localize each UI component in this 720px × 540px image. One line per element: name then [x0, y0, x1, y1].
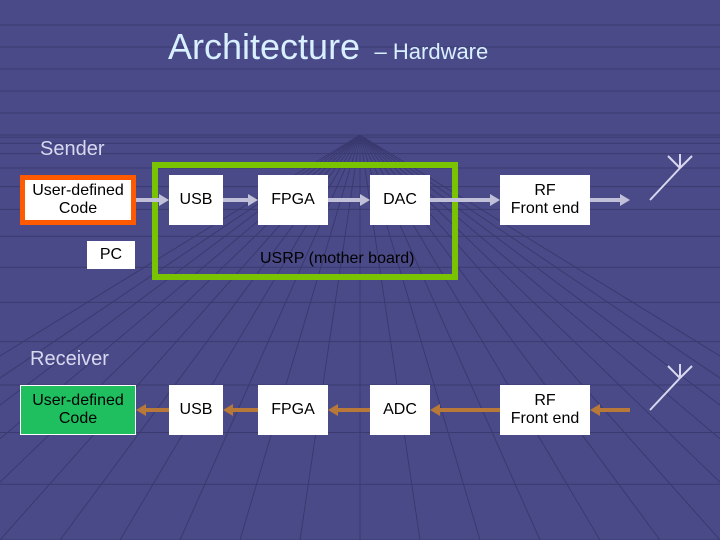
- title-sub: – Hardware: [375, 39, 489, 64]
- box-adc-receiver: ADC: [370, 385, 430, 435]
- box-label: PC: [100, 246, 122, 264]
- box-fpga-sender: FPGA: [258, 175, 328, 225]
- title-main: Architecture: [168, 26, 360, 67]
- box-label: DAC: [383, 191, 417, 209]
- box-rf-frontend-receiver: RF Front end: [500, 385, 590, 435]
- box-label: USB: [180, 401, 213, 419]
- page-title: Architecture – Hardware: [168, 26, 488, 68]
- box-label: RF Front end: [511, 182, 579, 219]
- box-label: FPGA: [271, 191, 315, 209]
- section-label-sender: Sender: [40, 138, 105, 161]
- section-label-receiver: Receiver: [30, 348, 109, 371]
- label-pc: PC: [87, 241, 135, 269]
- box-user-defined-code-sender: User-defined Code: [20, 175, 136, 225]
- box-label: User-defined Code: [32, 392, 124, 429]
- box-usb-sender: USB: [169, 175, 223, 225]
- box-label: USB: [180, 191, 213, 209]
- box-dac-sender: DAC: [370, 175, 430, 225]
- box-label: FPGA: [271, 401, 315, 419]
- box-usb-receiver: USB: [169, 385, 223, 435]
- box-label: RF Front end: [511, 392, 579, 429]
- box-label: ADC: [383, 401, 417, 419]
- box-user-defined-code-receiver: User-defined Code: [20, 385, 136, 435]
- label-usrp-motherboard: USRP (mother board): [260, 250, 414, 268]
- box-rf-frontend-sender: RF Front end: [500, 175, 590, 225]
- box-label: User-defined Code: [32, 182, 124, 219]
- box-fpga-receiver: FPGA: [258, 385, 328, 435]
